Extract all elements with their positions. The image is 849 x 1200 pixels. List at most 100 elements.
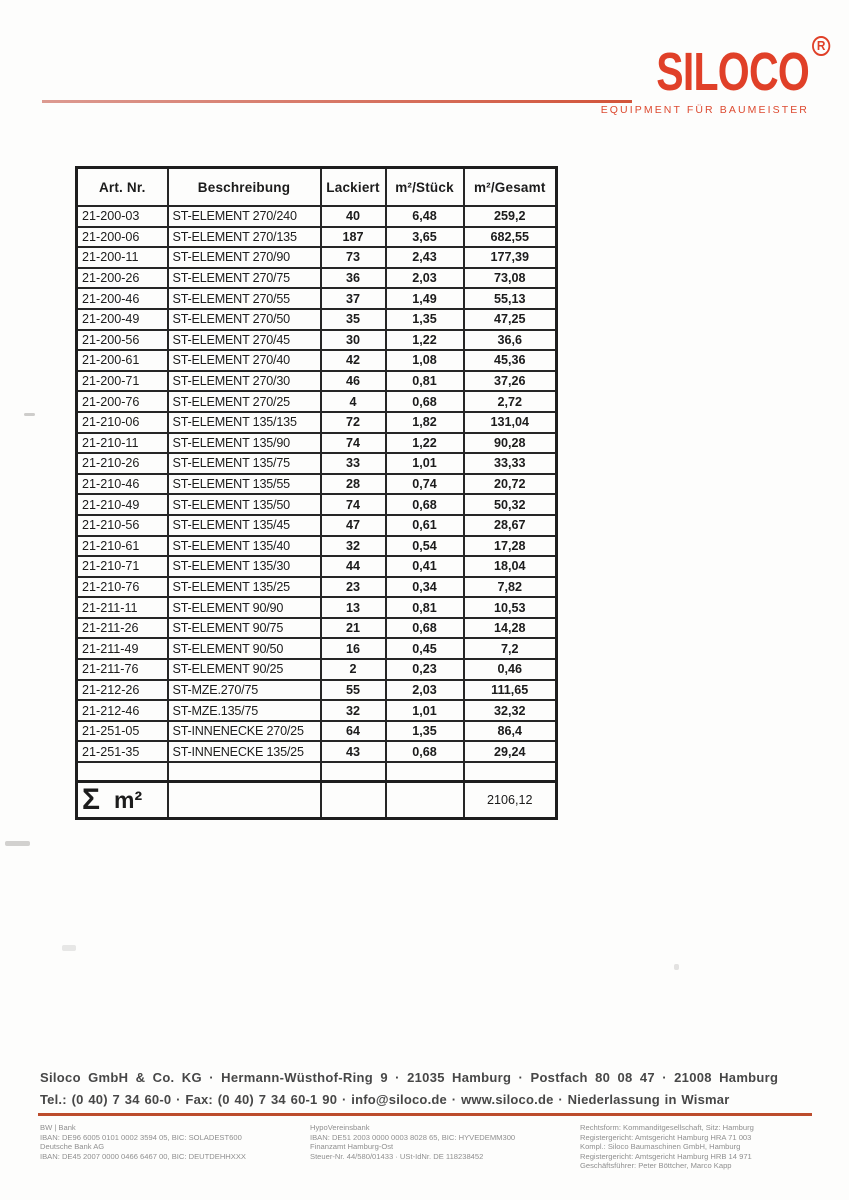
beschreibung-cell: ST-ELEMENT 270/240 (166, 205, 322, 228)
legal-line: Registergericht: Amtsgericht Hamburg HRB… (580, 1151, 752, 1161)
scan-artifact (674, 964, 679, 970)
art-nr-cell: 21-210-71 (75, 555, 169, 578)
table-row: 21-200-11 ST-ELEMENT 270/90 73 2,43 177,39 (75, 246, 558, 269)
m2-stueck-cell: 1,82 (384, 410, 465, 434)
legal-line: Finanzamt Hamburg-Ost (310, 1142, 394, 1152)
legal-line: IBAN: DE96 6005 0101 0002 3594 05, BIC: … (40, 1132, 242, 1142)
legal-column-bank-2: HypoVereinsbank IBAN: DE51 2003 0000 0003… (310, 1123, 572, 1161)
art-nr-cell: 21-211-26 (75, 616, 169, 640)
lackiert-cell: 42 (319, 349, 387, 372)
table-row: 21-200-61 ST-ELEMENT 270/40 42 1,08 45,36 (75, 349, 558, 372)
m2-gesamt-cell: 10,53 (462, 596, 558, 619)
lackiert-cell: 187 (319, 225, 387, 249)
table-row: 21-200-46 ST-ELEMENT 270/55 37 1,49 55,13 (75, 287, 558, 310)
lackiert-cell: 4 (319, 390, 387, 413)
m2-stueck-cell: 0,34 (384, 575, 465, 599)
table-row: 21-210-71 ST-ELEMENT 135/30 44 0,41 18,04 (75, 555, 558, 578)
m2-stueck-cell: 1,49 (384, 287, 465, 310)
table-row: 21-210-11 ST-ELEMENT 135/90 74 1,22 90,28 (75, 431, 558, 455)
art-nr-cell: 21-212-46 (75, 699, 169, 722)
lackiert-cell: 40 (319, 205, 387, 228)
header-beschreibung: Beschreibung (166, 166, 322, 207)
m2-stueck-cell: 1,22 (384, 431, 465, 455)
header-art-nr: Art. Nr. (75, 166, 169, 207)
legal-line: Registergericht: Amtsgericht Hamburg HRA… (580, 1132, 752, 1142)
beschreibung-cell: ST-ELEMENT 90/25 (166, 658, 322, 681)
beschreibung-cell: ST-INNENECKE 270/25 (166, 719, 322, 743)
table-body: 21-200-03 ST-ELEMENT 270/240 40 6,48 259,2 21… (75, 205, 558, 764)
m2-gesamt-cell: 47,25 (462, 307, 558, 331)
m2-stueck-cell: 0,68 (384, 616, 465, 640)
beschreibung-cell: ST-ELEMENT 135/90 (166, 431, 322, 455)
table-row: 21-200-06 ST-ELEMENT 270/135 187 3,65 682,55 (75, 225, 558, 249)
art-nr-cell: 21-210-49 (75, 493, 169, 516)
m2-gesamt-cell: 0,46 (462, 658, 558, 681)
m2-stueck-cell: 2,03 (384, 266, 465, 290)
table-row: 21-210-76 ST-ELEMENT 135/25 23 0,34 7,82 (75, 575, 558, 599)
table-row: 21-200-71 ST-ELEMENT 270/30 46 0,81 37,26 (75, 369, 558, 393)
footer-address-line: Siloco GmbH & Co. KG · Hermann-Wüsthof-R… (40, 1070, 779, 1085)
m2-stueck-cell: 0,81 (384, 369, 465, 393)
m2-gesamt-cell: 17,28 (462, 534, 558, 558)
legal-line: Geschäftsführer: Peter Böttcher, Marco K… (580, 1161, 732, 1171)
m2-stueck-cell: 0,68 (384, 740, 465, 764)
lackiert-cell: 32 (319, 699, 387, 722)
legal-line: Kompl.: Siloco Baumaschinen GmbH, Hambur… (580, 1142, 741, 1152)
lackiert-cell: 64 (319, 719, 387, 743)
table-row: 21-211-49 ST-ELEMENT 90/50 16 0,45 7,2 (75, 637, 558, 661)
scan-artifact (24, 413, 35, 416)
m2-gesamt-cell: 90,28 (462, 431, 558, 455)
table-header-row: Art. Nr. Beschreibung Lackiert m²/Stück … (75, 166, 558, 207)
brand-text: SILOCO (656, 42, 810, 102)
art-nr-cell: 21-200-56 (75, 328, 169, 352)
table-row: 21-212-26 ST-MZE.270/75 55 2,03 111,65 (75, 678, 558, 702)
sum-unit: m² (114, 787, 143, 814)
art-nr-cell: 21-251-35 (75, 740, 169, 764)
beschreibung-cell: ST-ELEMENT 270/25 (166, 390, 322, 413)
beschreibung-cell: ST-ELEMENT 135/30 (166, 555, 322, 578)
legal-line: HypoVereinsbank (310, 1123, 370, 1132)
table-row: 21-200-56 ST-ELEMENT 270/45 30 1,22 36,6 (75, 328, 558, 352)
m2-stueck-cell: 0,68 (384, 390, 465, 413)
m2-gesamt-cell: 20,72 (462, 472, 558, 496)
footer-contact-line: Tel.: (0 40) 7 34 60-0 · Fax: (0 40) 7 3… (40, 1092, 730, 1107)
inventory-table-wrap: Art. Nr. Beschreibung Lackiert m²/Stück … (75, 166, 558, 821)
legal-line: IBAN: DE45 2007 0000 0466 6467 00, BIC: … (40, 1151, 246, 1161)
brand-tagline: EQUIPMENT FÜR BAUMEISTER (600, 104, 809, 116)
m2-stueck-cell: 1,01 (384, 699, 465, 722)
m2-stueck-cell: 1,08 (384, 349, 465, 372)
lackiert-cell: 74 (319, 493, 387, 516)
table-row: 21-210-06 ST-ELEMENT 135/135 72 1,82 131,04 (75, 410, 558, 434)
beschreibung-cell: ST-ELEMENT 135/45 (166, 513, 322, 537)
table-row: 21-211-76 ST-ELEMENT 90/25 2 0,23 0,46 (75, 658, 558, 681)
table-row: 21-210-26 ST-ELEMENT 135/75 33 1,01 33,33 (75, 452, 558, 475)
beschreibung-cell: ST-ELEMENT 270/75 (166, 266, 322, 290)
art-nr-cell: 21-200-06 (75, 225, 169, 249)
beschreibung-cell: ST-ELEMENT 135/25 (166, 575, 322, 599)
table-row: 21-251-35 ST-INNENECKE 135/25 43 0,68 29,24 (75, 740, 558, 764)
legal-column-bank-1: BW | Bank IBAN: DE96 6005 0101 0002 3594 … (40, 1123, 302, 1161)
art-nr-cell: 21-211-49 (75, 637, 169, 661)
empty-cell (384, 761, 465, 783)
scan-artifact (62, 945, 76, 951)
m2-stueck-cell: 2,43 (384, 246, 465, 269)
m2-stueck-cell: 0,45 (384, 637, 465, 661)
empty-cell (166, 780, 322, 820)
m2-gesamt-cell: 7,82 (462, 575, 558, 599)
table-row: 21-200-03 ST-ELEMENT 270/240 40 6,48 259,2 (75, 205, 558, 228)
beschreibung-cell: ST-ELEMENT 135/135 (166, 410, 322, 434)
legal-column-registry: Rechtsform: Kommanditgesellschaft, Sitz:… (580, 1123, 842, 1171)
beschreibung-cell: ST-ELEMENT 135/40 (166, 534, 322, 558)
empty-cell (75, 761, 169, 783)
art-nr-cell: 21-210-61 (75, 534, 169, 558)
m2-gesamt-cell: 45,36 (462, 349, 558, 372)
m2-stueck-cell: 2,03 (384, 678, 465, 702)
letterhead-rule (42, 100, 632, 103)
art-nr-cell: 21-210-56 (75, 513, 169, 537)
art-nr-cell: 21-210-46 (75, 472, 169, 496)
m2-stueck-cell: 3,65 (384, 225, 465, 249)
beschreibung-cell: ST-ELEMENT 90/90 (166, 596, 322, 619)
legal-line: BW | Bank (40, 1123, 76, 1132)
scan-artifact (5, 841, 30, 846)
